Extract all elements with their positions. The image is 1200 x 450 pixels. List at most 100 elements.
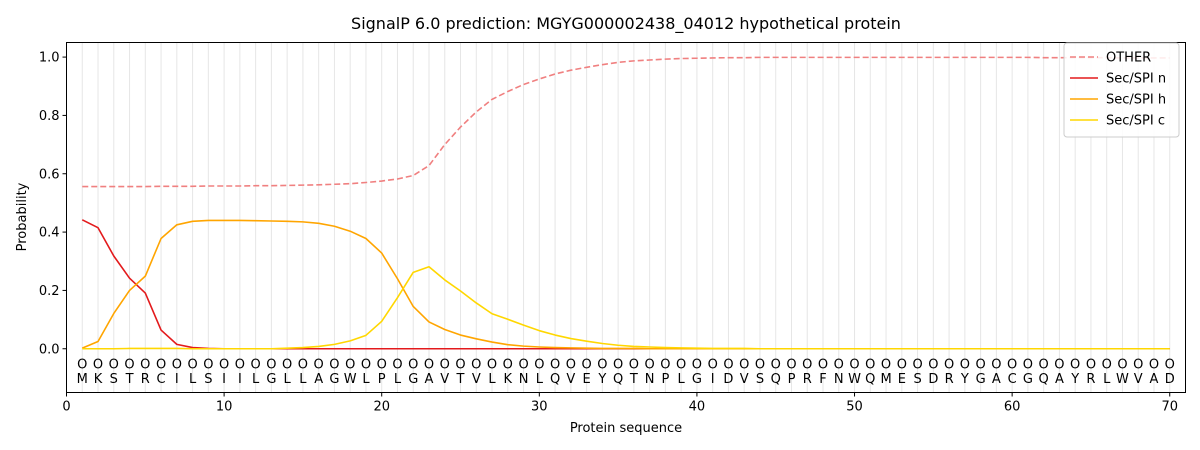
residue-label: P [378,372,386,387]
y-axis-ticks: 0.0 0.2 0.4 0.6 0.8 1.0 [39,51,67,357]
residue-label: A [992,372,1001,387]
region-label: O [1165,357,1175,372]
plot-frame [66,42,1186,393]
region-label: O [802,357,812,372]
residue-label: T [456,372,465,387]
residue-label: A [1150,372,1159,387]
region-label: O [597,357,607,372]
region-label: O [361,357,371,372]
x-axis-ticks: 0 10 20 30 40 50 60 70 [62,392,1178,415]
residue-label: G [266,372,276,387]
residue-label: I [222,372,226,387]
region-label: O [329,357,339,372]
region-label: O [629,357,639,372]
residue-label: G [692,372,702,387]
residue-label: L [284,372,292,387]
residue-label: S [204,372,212,387]
region-label: O [251,357,261,372]
x-tick-label: 0 [62,400,70,415]
x-tick-label: 70 [1161,400,1178,415]
residue-label: D [1165,372,1175,387]
y-axis-label: Probability [15,182,30,251]
legend-label: Sec/SPI h [1106,93,1166,108]
residue-label: V [740,372,749,387]
residue-label: I [238,372,242,387]
residue-label: L [252,372,260,387]
region-label: O [912,357,922,372]
legend-box [1063,42,1180,138]
residue-label: Q [550,372,560,387]
region-label: O [298,357,308,372]
region-label: O [613,357,623,372]
residue-label: K [94,372,103,387]
region-label: O [581,357,591,372]
x-tick-label: 20 [373,400,390,415]
residue-label: V [566,372,575,387]
residue-label: F [819,372,826,387]
residue-label: N [519,372,529,387]
y-tick-label: 0.2 [39,284,60,299]
residue-label: L [362,372,370,387]
residue-label: M [880,372,891,387]
region-label: O [219,357,229,372]
x-tick-label: 50 [846,400,863,415]
region-label: O [408,357,418,372]
residue-label: R [141,372,150,387]
region-label: O [676,357,686,372]
region-label: O [518,357,528,372]
x-tick-label: 10 [216,400,233,415]
residue-label: L [1103,372,1111,387]
residue-label: Y [597,372,606,387]
y-tick-label: 0.4 [39,226,60,241]
region-label: O [93,357,103,372]
residue-label: A [314,372,323,387]
region-label: O [991,357,1001,372]
legend-label: Sec/SPI c [1106,114,1165,129]
region-label: O [471,357,481,372]
region-label: O [645,357,655,372]
residue-label: I [175,372,179,387]
residue-label: N [834,372,844,387]
residue-label: S [913,372,921,387]
region-label: O [392,357,402,372]
region-label: O [550,357,560,372]
region-label: O [140,357,150,372]
region-label: O [455,357,465,372]
series-line-0 [82,56,1170,188]
region-label: O [109,357,119,372]
residue-label: C [1008,372,1017,387]
residue-label: Q [865,372,875,387]
x-tick-label: 30 [531,400,548,415]
series-line-3 [82,265,1170,350]
region-label: O [771,357,781,372]
residue-label: N [645,372,655,387]
region-label: O [424,357,434,372]
region-label: O [723,357,733,372]
series-lines [81,56,1170,350]
region-label: O [708,357,718,372]
region-label: O [440,357,450,372]
legend-label: Sec/SPI n [1106,72,1166,87]
residue-label: T [125,372,134,387]
residue-label: Y [1070,372,1079,387]
residue-label: S [110,372,118,387]
residue-label: P [788,372,796,387]
residue-label: I [711,372,715,387]
residue-label: W [1116,372,1129,387]
region-label: O [1007,357,1017,372]
region-label: O [786,357,796,372]
region-label: O [345,357,355,372]
region-label: O [739,357,749,372]
region-label: O [1023,357,1033,372]
residue-label: L [394,372,402,387]
grid-lines [81,42,1171,393]
region-label: O [1117,357,1127,372]
residue-label: K [504,372,513,387]
region-label: O [377,357,387,372]
region-label: O [156,357,166,372]
region-label: O [1039,357,1049,372]
residue-label: T [629,372,638,387]
region-label: O [1102,357,1112,372]
residue-label: Y [960,372,969,387]
region-label: O [818,357,828,372]
